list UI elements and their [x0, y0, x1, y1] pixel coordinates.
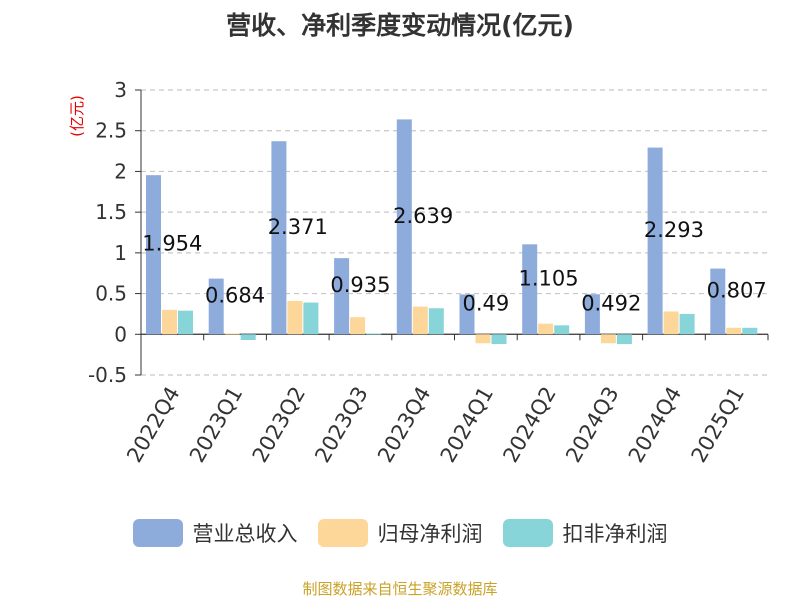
x-tick-label: 2025Q1 [687, 383, 749, 467]
bar[interactable] [366, 333, 382, 335]
x-tick-label: 2023Q1 [185, 383, 247, 467]
bar[interactable] [600, 334, 616, 344]
legend: 营业总收入 归母净利润 扣非净利润 [0, 518, 800, 548]
data-label: 0.935 [330, 273, 390, 297]
gridlines [141, 89, 768, 376]
bar[interactable] [240, 334, 256, 340]
bar[interactable] [554, 325, 570, 335]
data-label: 0.807 [707, 278, 767, 302]
bar[interactable] [271, 141, 287, 335]
legend-item-net-profit[interactable]: 归母净利润 [317, 518, 483, 548]
y-tick-label: -0.5 [88, 363, 127, 387]
x-tick-label: 2024Q1 [436, 382, 498, 466]
legend-label-revenue: 营业总收入 [192, 522, 298, 546]
legend-label-net-profit: 归母净利润 [377, 522, 483, 546]
bar[interactable] [475, 334, 491, 344]
y-tick-label: 2 [114, 159, 127, 183]
bar[interactable] [491, 334, 507, 345]
bar[interactable] [178, 310, 193, 335]
x-tick-label: 2023Q4 [373, 383, 435, 467]
data-label: 1.954 [142, 232, 202, 256]
x-tick-label: 2024Q4 [624, 383, 686, 467]
y-tick-label: 1 [114, 241, 127, 265]
legend-item-revenue[interactable]: 营业总收入 [132, 518, 298, 548]
bar[interactable] [412, 306, 428, 335]
bar[interactable] [208, 278, 224, 335]
data-label: 2.293 [644, 218, 704, 242]
bar[interactable] [726, 327, 742, 335]
y-tick-label: 3 [114, 78, 127, 102]
x-tick-label: 2024Q2 [498, 383, 560, 467]
bars [146, 119, 758, 345]
legend-swatch-revenue [132, 519, 183, 547]
bar[interactable] [647, 147, 663, 335]
bar[interactable] [350, 317, 366, 335]
y-axis-label: (亿元) [68, 95, 86, 137]
y-tick-label: 1.5 [95, 200, 127, 224]
y-tick-label: 2.5 [95, 119, 127, 143]
x-tick-label: 2024Q3 [561, 383, 623, 467]
bar[interactable] [522, 244, 538, 335]
bar[interactable] [679, 313, 695, 335]
data-label: 2.639 [393, 204, 453, 228]
bar[interactable] [710, 268, 726, 335]
bar[interactable] [538, 323, 554, 335]
bar[interactable] [663, 311, 679, 335]
legend-swatch-deducted-profit [502, 519, 553, 547]
legend-item-deducted-profit[interactable]: 扣非净利润 [502, 518, 668, 548]
chart-title: 营收、净利季度变动情况(亿元) [226, 11, 574, 40]
bar[interactable] [584, 294, 600, 335]
bar[interactable] [334, 258, 350, 335]
x-tick-label: 2023Q2 [248, 383, 310, 467]
bar[interactable] [428, 308, 444, 335]
bar[interactable] [459, 294, 475, 335]
legend-swatch-net-profit [317, 519, 368, 547]
bar[interactable] [303, 302, 319, 335]
bar[interactable] [162, 309, 177, 335]
bar[interactable] [146, 175, 161, 335]
source-note: 制图数据来自恒生聚源数据库 [302, 580, 498, 598]
data-label: 2.371 [268, 215, 328, 239]
x-tick-label: 2023Q3 [310, 383, 372, 467]
bar[interactable] [742, 327, 758, 335]
data-label: 0.684 [205, 283, 265, 307]
bar[interactable] [287, 300, 303, 335]
y-tick-label: 0 [114, 322, 127, 346]
data-label: 1.105 [518, 266, 578, 290]
bar[interactable] [224, 333, 240, 335]
y-tick-label: 0.5 [95, 282, 127, 306]
data-label: 0.492 [581, 291, 641, 315]
x-tick-label: 2022Q4 [122, 383, 184, 467]
data-label: 0.49 [462, 291, 509, 315]
bar[interactable] [396, 119, 412, 335]
bar[interactable] [616, 334, 632, 345]
legend-label-deducted-profit: 扣非净利润 [562, 522, 668, 546]
